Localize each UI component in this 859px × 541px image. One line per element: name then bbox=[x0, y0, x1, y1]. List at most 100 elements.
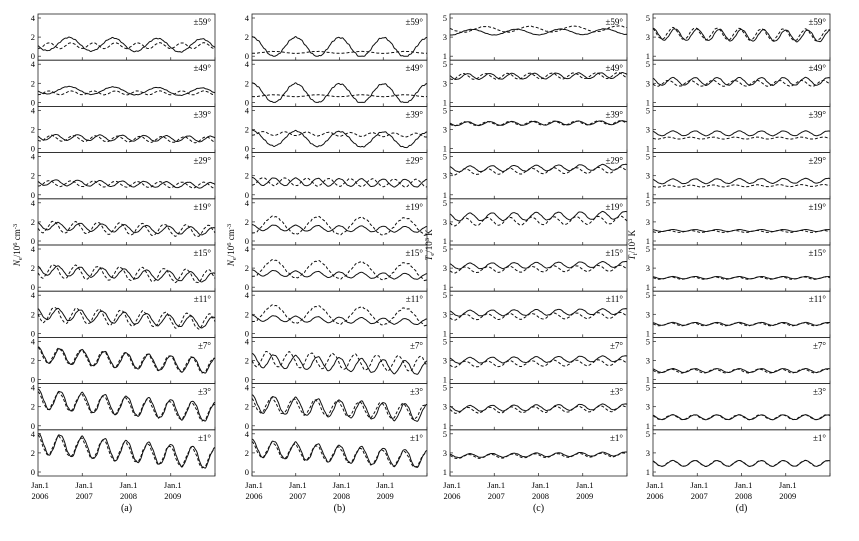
series-solid-line bbox=[251, 438, 428, 468]
subplot-frame bbox=[652, 336, 831, 384]
y-tick-label: 5 bbox=[646, 105, 650, 115]
series-solid-line bbox=[652, 177, 831, 185]
y-tick-label: 3 bbox=[443, 402, 447, 412]
y-tick-label: 0 bbox=[31, 236, 35, 246]
y-tick-label: 4 bbox=[245, 59, 250, 69]
y-tick-label: 1 bbox=[646, 375, 650, 385]
y-tick-label: 4 bbox=[31, 290, 36, 300]
y-tick-label: 5 bbox=[443, 198, 447, 208]
series-dashed-line bbox=[652, 368, 831, 374]
x-tick-label-top: Jan.1 bbox=[576, 480, 594, 490]
y-tick-label: 0 bbox=[245, 190, 249, 200]
x-tick-label-top: Jan.1 bbox=[443, 480, 461, 490]
latitude-label: ±3° bbox=[410, 387, 423, 397]
y-axis-label-part: /10 bbox=[627, 241, 637, 253]
y-tick-label: 4 bbox=[245, 383, 250, 393]
subplot-frame bbox=[37, 198, 216, 246]
y-tick-label: 2 bbox=[31, 309, 35, 319]
y-tick-label: 3 bbox=[646, 125, 650, 135]
y-tick-label: 1 bbox=[443, 282, 447, 292]
x-tick-label-bottom: 2009 bbox=[576, 491, 593, 501]
subplot-frame bbox=[652, 152, 831, 200]
y-tick-label: 2 bbox=[245, 217, 249, 227]
x-tick-label-top: Jan.1 bbox=[532, 480, 550, 490]
latitude-label: ±59° bbox=[405, 17, 423, 27]
y-tick-label: 5 bbox=[646, 198, 650, 208]
y-axis-label-part: 3 bbox=[627, 239, 634, 242]
x-tick-label-bottom: 2008 bbox=[735, 491, 752, 501]
latitude-label: ±19° bbox=[808, 202, 826, 212]
y-tick-label: 5 bbox=[646, 59, 650, 69]
x-tick-label-top: Jan.1 bbox=[31, 480, 49, 490]
y-tick-label: 4 bbox=[31, 383, 36, 393]
x-tick-label-top: Jan.1 bbox=[333, 480, 351, 490]
latitude-label: ±7° bbox=[198, 340, 211, 350]
y-tick-label: 0 bbox=[245, 51, 249, 61]
y-tick-label: 1 bbox=[646, 97, 650, 107]
y-axis-label-part: N bbox=[226, 259, 236, 267]
subplot-frame bbox=[449, 383, 628, 431]
latitude-label: ±39° bbox=[605, 109, 623, 119]
y-axis-label-part: 3 bbox=[424, 238, 431, 241]
latitude-label: ±7° bbox=[813, 340, 826, 350]
y-tick-label: 5 bbox=[443, 13, 447, 23]
series-solid-line bbox=[252, 394, 428, 422]
series-dashed-line bbox=[449, 359, 628, 368]
latitude-label: ±15° bbox=[605, 248, 623, 258]
y-tick-label: 3 bbox=[443, 263, 447, 273]
y-tick-label: 0 bbox=[31, 144, 35, 154]
y-axis-label: Te/103 K bbox=[424, 229, 436, 261]
y-tick-label: 3 bbox=[443, 356, 447, 366]
y-axis-label: Ne/106 cm-3 bbox=[12, 224, 24, 267]
series-dashed-line bbox=[449, 311, 628, 321]
y-tick-label: 5 bbox=[443, 152, 447, 162]
y-tick-label: 4 bbox=[245, 105, 250, 115]
series-dashed-line bbox=[652, 136, 831, 140]
y-tick-label: 2 bbox=[245, 171, 249, 181]
series-dashed-line bbox=[449, 72, 628, 80]
latitude-label: ±7° bbox=[610, 340, 623, 350]
y-tick-label: 0 bbox=[31, 51, 35, 61]
subplot-frame bbox=[652, 106, 831, 154]
subplot-frame bbox=[652, 59, 831, 107]
series-solid-line bbox=[449, 403, 628, 412]
series-dashed-line bbox=[37, 134, 216, 144]
y-tick-label: 1 bbox=[443, 467, 447, 477]
y-tick-label: 2 bbox=[245, 263, 249, 273]
x-tick-label-top: Jan.1 bbox=[735, 480, 753, 490]
series-dashed-line bbox=[449, 120, 628, 127]
y-tick-label: 5 bbox=[443, 336, 447, 346]
y-tick-label: 1 bbox=[443, 375, 447, 385]
y-tick-label: 5 bbox=[646, 152, 650, 162]
latitude-label: ±29° bbox=[808, 156, 826, 166]
y-axis-label-part: /10 bbox=[12, 245, 22, 257]
y-tick-label: 0 bbox=[245, 282, 249, 292]
y-axis-label-part: cm bbox=[12, 229, 22, 242]
y-tick-label: 4 bbox=[31, 59, 36, 69]
y-tick-label: 5 bbox=[646, 336, 650, 346]
x-tick-label-bottom: 2007 bbox=[488, 491, 505, 501]
y-tick-label: 3 bbox=[646, 402, 650, 412]
x-tick-label-bottom: 2009 bbox=[377, 491, 394, 501]
subplot-frame bbox=[37, 59, 216, 107]
latitude-label: ±3° bbox=[813, 387, 826, 397]
y-tick-label: 2 bbox=[245, 402, 249, 412]
y-axis-label-part: -3 bbox=[12, 224, 19, 229]
series-dashed-line bbox=[37, 307, 216, 330]
y-tick-label: 1 bbox=[443, 421, 447, 431]
x-tick-label-top: Jan.1 bbox=[164, 480, 182, 490]
y-axis-label-part: i bbox=[632, 253, 639, 255]
y-tick-label: 2 bbox=[31, 448, 35, 458]
series-solid-line bbox=[251, 224, 428, 233]
x-tick-label-top: Jan.1 bbox=[376, 480, 394, 490]
y-tick-label: 1 bbox=[646, 421, 650, 431]
x-tick-label-bottom: 2007 bbox=[289, 491, 306, 501]
y-tick-label: 3 bbox=[443, 217, 447, 227]
latitude-label: ±29° bbox=[605, 156, 623, 166]
series-dashed-line bbox=[37, 346, 216, 374]
y-tick-label: 1 bbox=[646, 467, 650, 477]
subplot-frame bbox=[37, 106, 216, 154]
panel-label: (b) bbox=[334, 503, 346, 514]
x-tick-label-top: Jan.1 bbox=[245, 480, 263, 490]
series-solid-line bbox=[449, 163, 628, 173]
